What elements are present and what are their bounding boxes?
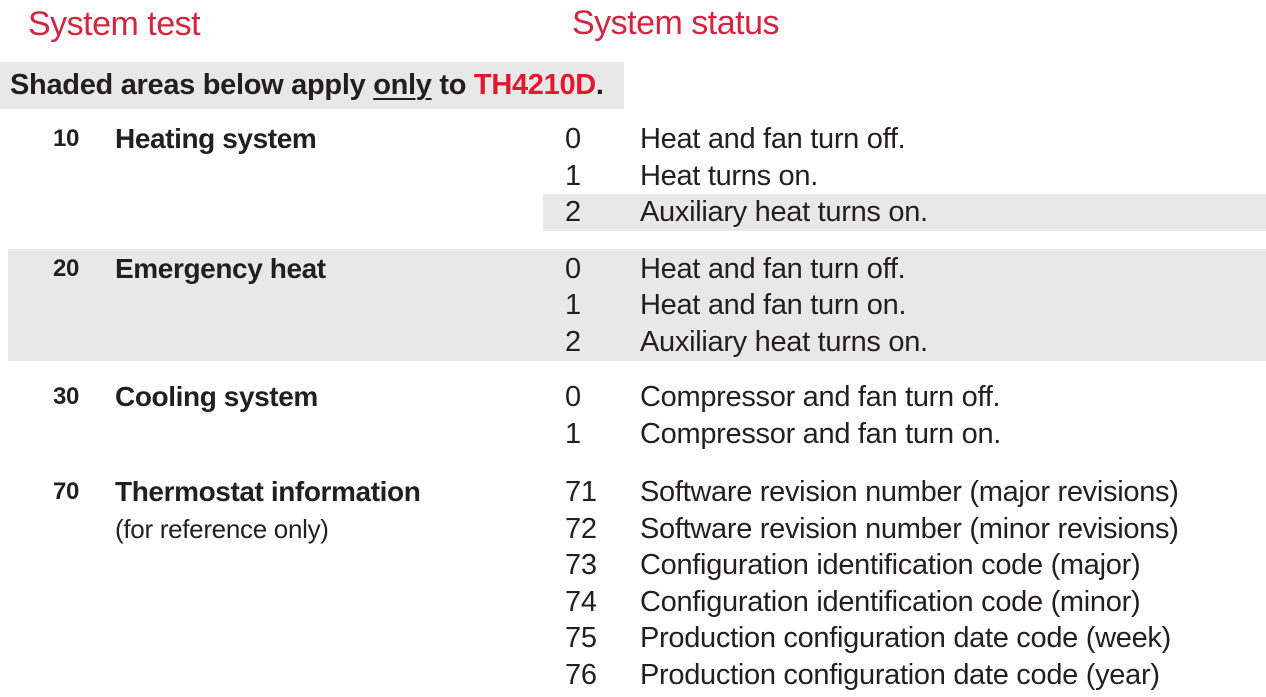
status-cell: 0 Compressor and fan turn off. 1 Compres… bbox=[543, 379, 1266, 452]
note-word-only: only bbox=[373, 69, 432, 101]
status-text: Auxiliary heat turns on. bbox=[640, 196, 928, 228]
test-status-table: 10 Heating system 0 Heat and fan turn of… bbox=[0, 121, 1266, 693]
status-cell: 0 Heat and fan turn off. 1 Heat and fan … bbox=[543, 251, 1266, 361]
test-group-heating-system: 10 Heating system 0 Heat and fan turn of… bbox=[0, 121, 1266, 231]
note-text-suffix: . bbox=[595, 69, 604, 101]
status-row: 0 Compressor and fan turn off. bbox=[543, 379, 1266, 416]
status-code: 0 bbox=[565, 381, 581, 413]
status-code: 73 bbox=[565, 549, 597, 581]
status-text: Configuration identification code (minor… bbox=[640, 585, 1141, 618]
status-code: 71 bbox=[565, 476, 597, 508]
test-label: Thermostat information bbox=[115, 476, 421, 507]
test-label: Emergency heat bbox=[115, 252, 326, 284]
status-code: 2 bbox=[565, 196, 581, 228]
status-code: 1 bbox=[565, 417, 581, 450]
status-code: 2 bbox=[565, 325, 581, 358]
status-text: Auxiliary heat turns on. bbox=[640, 325, 928, 358]
status-row: 76 Production configuration date code (y… bbox=[543, 657, 1266, 694]
test-label: Heating system bbox=[115, 123, 317, 154]
test-number: 10 bbox=[53, 125, 80, 152]
test-group-thermostat-information: 70 Thermostat information (for reference… bbox=[0, 474, 1266, 693]
status-text: Compressor and fan turn on. bbox=[640, 417, 1002, 450]
status-text: Heat turns on. bbox=[640, 159, 818, 192]
test-cell: 30 Cooling system bbox=[0, 379, 543, 452]
status-row: 73 Configuration identification code (ma… bbox=[543, 547, 1266, 584]
status-row: 0 Heat and fan turn off. bbox=[543, 251, 1266, 288]
status-row: 74 Configuration identification code (mi… bbox=[543, 584, 1266, 621]
status-cell: 71 Software revision number (major revis… bbox=[543, 474, 1266, 693]
status-text: Software revision number (minor revision… bbox=[640, 512, 1179, 545]
status-row: 0 Heat and fan turn off. bbox=[543, 121, 1266, 158]
status-code: 72 bbox=[565, 512, 597, 545]
status-cell: 0 Heat and fan turn off. 1 Heat turns on… bbox=[543, 121, 1266, 231]
status-row: 72 Software revision number (minor revis… bbox=[543, 511, 1266, 548]
status-row: 1 Heat turns on. bbox=[543, 158, 1266, 195]
status-row-shaded-th4210d: 2 Auxiliary heat turns on. bbox=[543, 194, 1266, 231]
status-text: Heat and fan turn on. bbox=[640, 289, 907, 321]
test-group-emergency-heat-shaded-th4210d: 20 Emergency heat 0 Heat and fan turn of… bbox=[0, 248, 1266, 361]
test-cell: 20 Emergency heat bbox=[0, 251, 543, 361]
status-row: 1 Compressor and fan turn on. bbox=[543, 416, 1266, 453]
status-text: Software revision number (major revision… bbox=[640, 476, 1179, 508]
test-number: 70 bbox=[53, 478, 80, 505]
test-group-cooling-system: 30 Cooling system 0 Compressor and fan t… bbox=[0, 379, 1266, 452]
test-sublabel: (for reference only) bbox=[115, 513, 329, 544]
system-test-header: System test bbox=[28, 5, 201, 43]
status-row: 2 Auxiliary heat turns on. bbox=[543, 324, 1266, 361]
status-code: 75 bbox=[565, 622, 597, 654]
test-cell: 70 Thermostat information (for reference… bbox=[0, 474, 543, 693]
status-code: 0 bbox=[565, 252, 581, 285]
status-row: 1 Heat and fan turn on. bbox=[543, 287, 1266, 324]
status-row: 75 Production configuration date code (w… bbox=[543, 620, 1266, 657]
status-text: Configuration identification code (major… bbox=[640, 549, 1141, 581]
test-label-block: Thermostat information (for reference on… bbox=[115, 474, 421, 547]
status-text: Heat and fan turn off. bbox=[640, 252, 906, 285]
test-cell: 10 Heating system bbox=[0, 121, 543, 231]
test-number: 20 bbox=[53, 254, 80, 282]
status-code: 1 bbox=[565, 289, 581, 321]
test-label: Cooling system bbox=[115, 381, 318, 412]
test-number: 30 bbox=[53, 383, 80, 410]
note-text-middle: to bbox=[431, 69, 474, 101]
status-code: 1 bbox=[565, 159, 581, 192]
status-text: Production configuration date code (week… bbox=[640, 622, 1171, 654]
status-row: 71 Software revision number (major revis… bbox=[543, 474, 1266, 511]
system-status-header: System status bbox=[572, 4, 780, 42]
status-text: Production configuration date code (year… bbox=[640, 658, 1160, 691]
note-text-prefix: Shaded areas below apply bbox=[10, 69, 374, 101]
status-text: Compressor and fan turn off. bbox=[640, 381, 1001, 413]
model-number: TH4210D bbox=[473, 69, 596, 101]
status-code: 76 bbox=[565, 658, 597, 691]
status-code: 0 bbox=[565, 123, 581, 155]
column-headers: System test System status bbox=[0, 0, 1266, 57]
shaded-areas-note: Shaded areas below apply only to TH4210D… bbox=[0, 62, 624, 109]
status-code: 74 bbox=[565, 585, 597, 618]
status-text: Heat and fan turn off. bbox=[640, 123, 906, 155]
